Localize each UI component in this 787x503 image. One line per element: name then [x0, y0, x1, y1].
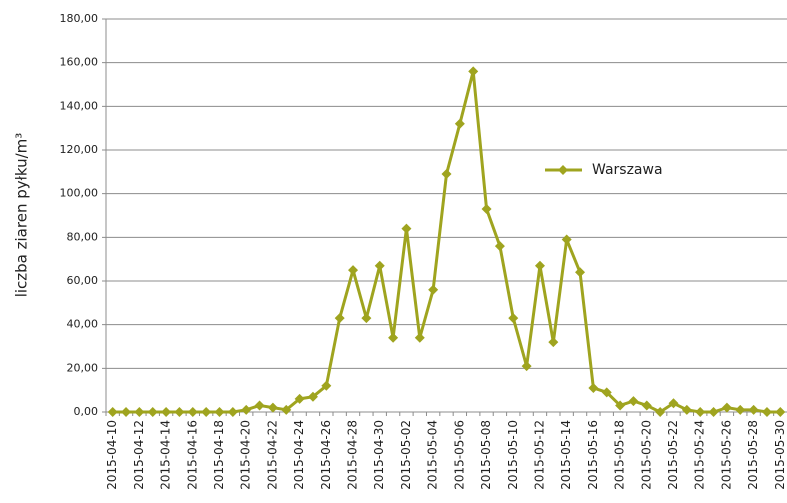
marker: [267, 402, 278, 413]
marker: [548, 337, 559, 348]
x-tick-label: 2015-05-20: [639, 420, 653, 490]
marker: [254, 400, 265, 411]
marker: [294, 393, 305, 404]
y-axis-label: liczba ziaren pyłku/m³: [13, 133, 31, 298]
x-tick-label: 2015-04-30: [372, 420, 386, 490]
marker: [414, 332, 425, 343]
x-tick-label: 2015-04-14: [159, 420, 173, 490]
x-tick-label: 2015-05-16: [586, 420, 600, 490]
x-tick-label: 2015-04-22: [265, 420, 279, 490]
marker: [721, 402, 732, 413]
legend-marker: [558, 165, 568, 175]
marker: [534, 260, 545, 271]
x-tick-label: 2015-05-02: [399, 420, 413, 490]
x-tick-label: 2015-05-10: [506, 420, 520, 490]
marker: [107, 407, 118, 417]
x-tick-label: 2015-05-26: [719, 420, 733, 490]
series-line: [112, 69, 781, 414]
marker: [307, 391, 318, 402]
marker: [227, 407, 238, 417]
x-tick-label: 2015-05-28: [746, 420, 760, 490]
marker: [388, 332, 399, 343]
marker: [241, 404, 252, 415]
marker: [695, 407, 706, 417]
marker: [668, 398, 679, 409]
x-tick-label: 2015-04-18: [212, 420, 226, 490]
x-tick-label: 2015-05-08: [479, 420, 493, 490]
marker: [775, 407, 786, 417]
y-tick-label: 60,00: [67, 274, 99, 287]
marker: [361, 313, 372, 324]
legend-label: Warszawa: [592, 162, 663, 178]
x-tick-label: 2015-05-12: [532, 420, 546, 490]
marker: [401, 223, 412, 234]
marker: [214, 407, 225, 417]
x-tick-label: 2015-04-16: [185, 420, 199, 490]
marker: [334, 313, 345, 324]
marker: [121, 407, 132, 417]
marker: [655, 407, 666, 417]
x-tick-label: 2015-04-20: [239, 420, 253, 490]
marker: [161, 407, 172, 417]
x-tick-label: 2015-05-14: [559, 420, 573, 490]
marker: [441, 169, 452, 180]
marker: [481, 203, 492, 214]
marker: [575, 267, 586, 278]
marker: [628, 396, 639, 407]
x-tick-label: 2015-05-22: [666, 420, 680, 490]
x-tick-label: 2015-04-24: [292, 420, 306, 490]
marker: [588, 382, 599, 393]
y-tick-label: 180,00: [60, 12, 99, 25]
marker: [561, 234, 572, 245]
x-tick-label: 2015-04-10: [105, 420, 119, 490]
marker: [321, 380, 332, 391]
y-tick-label: 0,00: [74, 405, 99, 418]
marker: [761, 407, 772, 417]
marker: [681, 404, 692, 415]
marker: [348, 265, 359, 276]
marker: [134, 407, 145, 417]
marker: [748, 404, 759, 415]
x-tick-label: 2015-04-12: [132, 420, 146, 490]
marker: [187, 407, 198, 417]
marker: [601, 387, 612, 398]
marker: [468, 66, 479, 77]
marker: [508, 313, 519, 324]
marker: [521, 361, 532, 372]
marker: [494, 241, 505, 252]
marker: [615, 400, 626, 411]
x-tick-label: 2015-04-28: [346, 420, 360, 490]
marker: [428, 284, 439, 295]
x-tick-label: 2015-05-24: [693, 420, 707, 490]
marker: [735, 404, 746, 415]
x-tick-label: 2015-05-06: [452, 420, 466, 490]
y-tick-label: 20,00: [67, 361, 99, 374]
marker: [281, 404, 292, 415]
marker: [174, 407, 185, 417]
marker: [201, 407, 212, 417]
y-tick-label: 140,00: [60, 99, 99, 112]
y-tick-label: 160,00: [60, 56, 99, 69]
marker: [454, 118, 465, 129]
x-tick-label: 2015-05-30: [773, 420, 787, 490]
x-tick-label: 2015-05-04: [426, 420, 440, 490]
y-tick-label: 80,00: [67, 230, 99, 243]
y-tick-label: 40,00: [67, 318, 99, 331]
marker: [147, 407, 158, 417]
marker: [708, 407, 719, 417]
marker: [641, 400, 652, 411]
x-tick-label: 2015-04-26: [319, 420, 333, 490]
marker: [374, 260, 385, 271]
x-tick-label: 2015-05-18: [613, 420, 627, 490]
y-tick-label: 100,00: [60, 187, 99, 200]
y-tick-label: 120,00: [60, 143, 99, 156]
